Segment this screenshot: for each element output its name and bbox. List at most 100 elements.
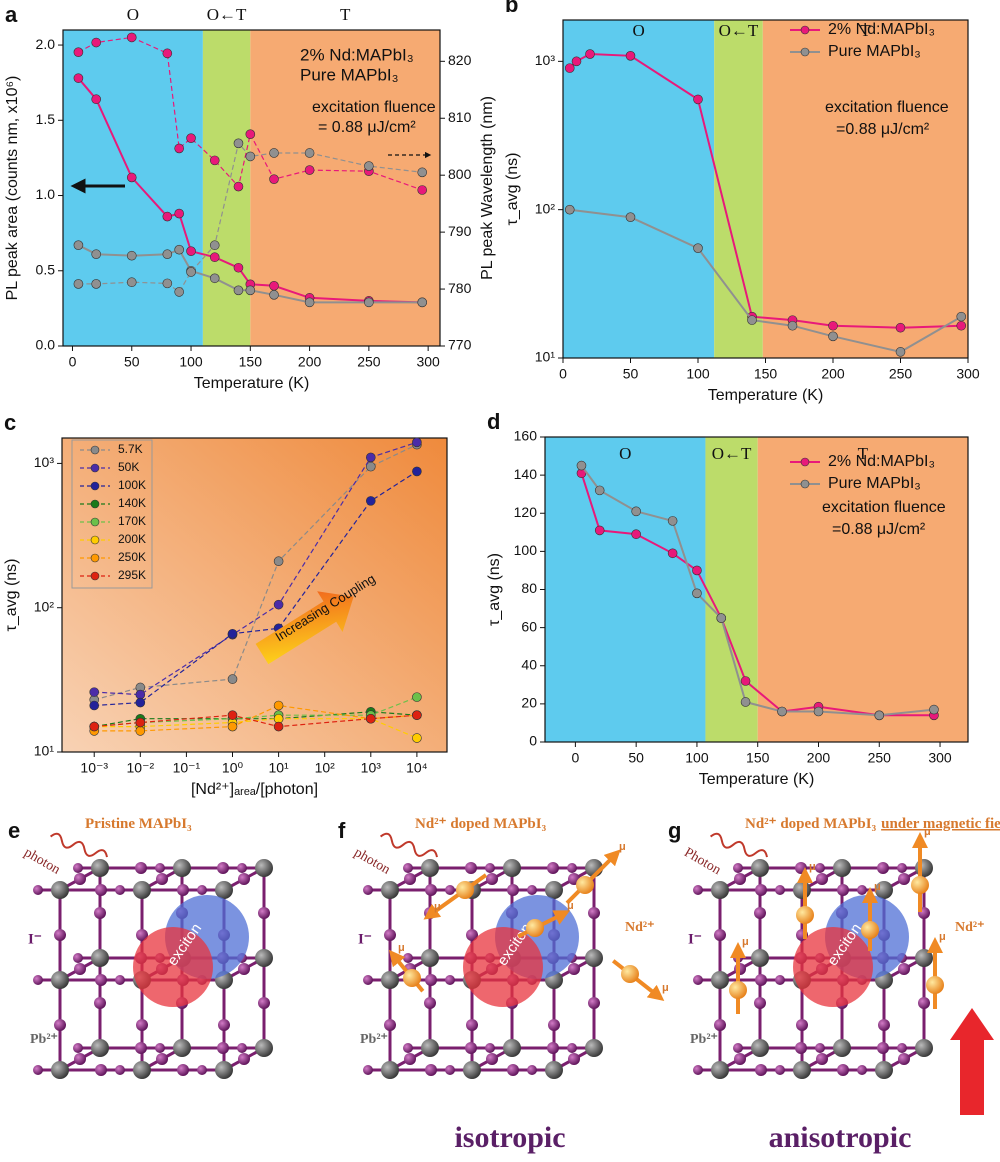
photon-wave	[379, 832, 438, 858]
data-point	[209, 155, 220, 166]
iodide	[384, 929, 396, 941]
iodide	[403, 953, 413, 963]
data-point	[91, 94, 101, 105]
y2-axis-label: PL peak Wavelength (nm)	[479, 96, 496, 280]
data-point	[233, 262, 244, 273]
iodide	[425, 884, 437, 896]
x-tick-label: 10⁻²	[127, 760, 155, 776]
data-point	[174, 287, 184, 297]
data-point	[91, 279, 101, 289]
data-point	[777, 706, 787, 717]
data-point	[186, 246, 196, 256]
data-point	[209, 240, 220, 251]
legend-marker	[90, 499, 100, 509]
iodide	[238, 963, 250, 975]
chart: O O←T Td 0 50 100 150 200 250 300 0 20 40 60 80 100 120 1…	[486, 409, 969, 788]
y-tick-label: 160	[514, 428, 538, 444]
data-point	[135, 697, 146, 708]
iodide	[897, 863, 907, 873]
iodide	[73, 863, 83, 873]
data-point	[813, 706, 824, 717]
x-axis-label: Temperature (K)	[699, 771, 815, 788]
data-point	[631, 529, 641, 540]
iodide	[795, 1042, 807, 1054]
data-point	[186, 267, 196, 277]
data-point	[895, 347, 906, 357]
annotation: =0.88 μJ/cm²	[832, 521, 926, 538]
x-tick-label: 10⁰	[222, 760, 244, 776]
x-tick-label: 300	[928, 750, 952, 766]
panel-label: d	[487, 409, 500, 434]
dopant-label: Nd²⁺	[955, 920, 984, 935]
data-point	[174, 244, 184, 255]
data-point	[73, 73, 84, 83]
coupling-arrow	[255, 591, 354, 665]
data-point	[828, 320, 838, 331]
lead	[51, 1061, 69, 1079]
data-point	[73, 47, 84, 58]
lead	[51, 971, 69, 989]
data-point	[667, 548, 678, 559]
lead	[421, 949, 439, 967]
data-point	[233, 285, 244, 296]
iodide	[877, 862, 889, 874]
data-point	[364, 297, 374, 308]
data-point	[245, 285, 256, 296]
legend-marker	[800, 479, 810, 489]
iodide	[177, 884, 189, 896]
data-point	[233, 138, 244, 149]
iodide	[857, 885, 867, 895]
lead	[381, 881, 399, 899]
lead	[133, 1061, 151, 1079]
x-tick-label: 150	[746, 750, 770, 766]
x-tick-label: 250	[357, 354, 381, 370]
neodymium	[911, 876, 929, 894]
data-point	[89, 721, 100, 732]
data-point	[417, 167, 428, 178]
series-line	[94, 696, 418, 728]
iodide	[588, 907, 600, 919]
data-point	[412, 466, 422, 477]
data-point	[667, 516, 678, 526]
moment-label: μ	[567, 900, 574, 912]
iodide	[135, 1042, 147, 1054]
lead-label: Pb²⁺	[690, 1032, 718, 1047]
y-tick-label: 1.5	[36, 111, 56, 127]
iodide	[733, 1043, 743, 1053]
lead	[585, 1039, 603, 1057]
iodide	[898, 1053, 910, 1065]
phase-region	[563, 20, 715, 358]
photon-label: Photon	[681, 845, 723, 878]
lead-label: Pb²⁺	[360, 1032, 388, 1047]
iodide	[258, 997, 270, 1009]
x-tick-label: 200	[298, 354, 322, 370]
iodide	[115, 975, 125, 985]
iodide	[754, 997, 766, 1009]
iodide	[816, 873, 828, 885]
iodide	[714, 929, 726, 941]
chart: O O←T Ta 0 50 100 150 200 250 300 0.0 0.5 1.0 1.5 2.0 7…	[4, 2, 496, 392]
x-tick-label: 50	[628, 750, 644, 766]
data-point	[625, 50, 636, 61]
legend-label: 2% Nd:MAPbI₃	[828, 453, 935, 470]
data-point	[162, 278, 173, 289]
iodide	[74, 873, 86, 885]
x-axis-label: [Nd²⁺]ₐᵣₑₐ/[photon]	[191, 781, 318, 798]
data-point	[273, 700, 284, 711]
lead	[255, 949, 273, 967]
lead	[915, 859, 933, 877]
legend-marker	[800, 47, 810, 57]
legend-label: 170K	[118, 514, 146, 528]
iodide	[74, 963, 86, 975]
plot-background	[62, 438, 447, 752]
data-point	[126, 250, 137, 261]
iodide	[404, 873, 416, 885]
iodide	[33, 975, 43, 985]
data-point	[227, 710, 238, 720]
lead	[173, 859, 191, 877]
iodide-label: I⁻	[688, 931, 702, 947]
iodide	[384, 1019, 396, 1031]
iodide	[547, 862, 559, 874]
x-tick-label: 200	[821, 366, 845, 382]
data-point	[89, 700, 100, 711]
